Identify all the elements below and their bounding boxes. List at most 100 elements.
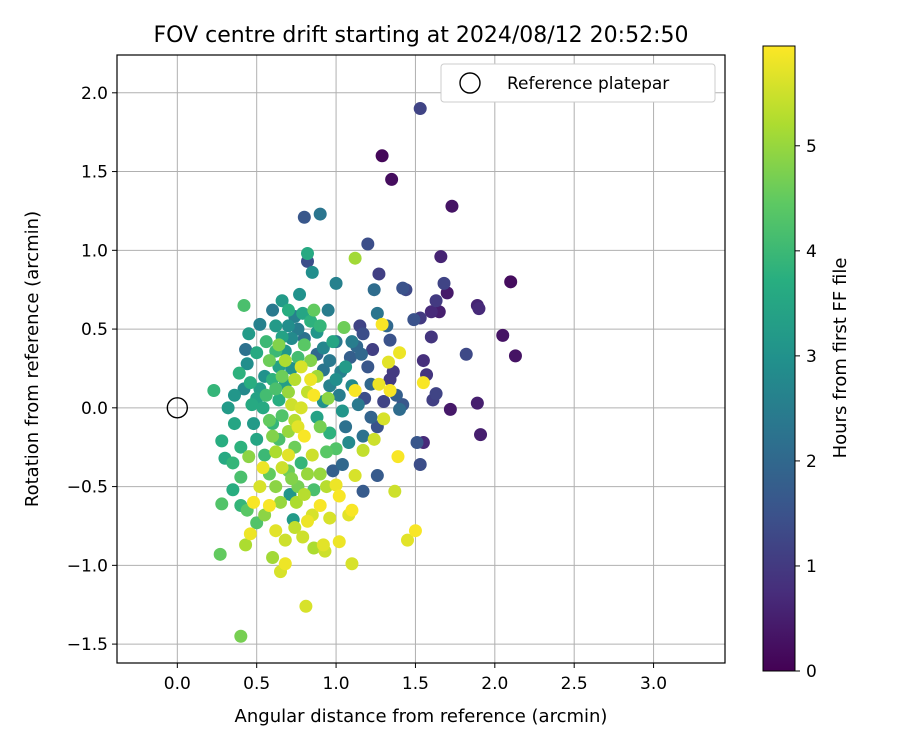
data-point bbox=[367, 283, 381, 297]
data-point bbox=[278, 557, 292, 571]
data-point bbox=[294, 360, 308, 374]
chart-title: FOV centre drift starting at 2024/08/12 … bbox=[154, 23, 689, 48]
data-point bbox=[345, 557, 359, 571]
data-point bbox=[385, 172, 399, 186]
data-point bbox=[250, 516, 264, 530]
data-point bbox=[297, 210, 311, 224]
data-point bbox=[472, 302, 486, 316]
data-point bbox=[304, 372, 318, 386]
data-point bbox=[300, 514, 314, 528]
data-point bbox=[381, 355, 395, 369]
colorbar-tick-label: 2 bbox=[806, 452, 817, 472]
data-point bbox=[281, 303, 295, 317]
data-point bbox=[375, 317, 389, 331]
data-point bbox=[370, 469, 384, 483]
data-point bbox=[232, 366, 246, 380]
y-ticks: −1.5 −1.0 −0.5 0.0 0.5 1.0 1.5 2.0 bbox=[67, 84, 117, 655]
data-point bbox=[247, 495, 261, 509]
data-point bbox=[383, 384, 397, 398]
data-point bbox=[272, 338, 286, 352]
reference-platepar-marker bbox=[166, 397, 189, 419]
data-point bbox=[348, 251, 362, 265]
grid bbox=[117, 55, 725, 663]
data-point bbox=[367, 432, 381, 446]
data-point bbox=[393, 402, 407, 416]
data-point bbox=[281, 385, 295, 399]
data-point bbox=[281, 319, 295, 333]
x-tick-label: 0.0 bbox=[164, 674, 191, 694]
data-point bbox=[364, 410, 378, 424]
data-point bbox=[474, 428, 488, 442]
data-point bbox=[240, 357, 254, 371]
data-point bbox=[226, 483, 240, 497]
data-point bbox=[410, 435, 424, 449]
data-point bbox=[335, 458, 349, 472]
data-point bbox=[408, 524, 422, 538]
data-point bbox=[262, 498, 276, 512]
data-point bbox=[234, 629, 248, 643]
data-point bbox=[289, 495, 303, 509]
data-point bbox=[424, 330, 438, 344]
x-tick-label: 1.5 bbox=[402, 674, 429, 694]
data-point bbox=[366, 343, 380, 357]
data-point bbox=[356, 484, 370, 498]
data-point bbox=[239, 538, 253, 552]
colorbar-ticks: 0 1 2 3 4 5 bbox=[795, 137, 817, 682]
data-point bbox=[416, 354, 430, 368]
x-tick-label: 1.0 bbox=[323, 674, 350, 694]
data-point bbox=[316, 538, 330, 552]
data-point bbox=[275, 294, 289, 308]
data-point bbox=[372, 377, 386, 391]
data-point bbox=[372, 267, 386, 281]
data-point bbox=[272, 393, 286, 407]
data-point bbox=[345, 503, 359, 517]
data-point bbox=[247, 417, 261, 431]
data-point bbox=[313, 420, 327, 434]
data-point bbox=[391, 450, 405, 464]
data-point bbox=[215, 497, 229, 511]
data-point bbox=[305, 265, 319, 279]
data-point bbox=[305, 448, 319, 462]
x-ticks: 0.0 0.5 1.0 1.5 2.0 2.5 3.0 bbox=[164, 663, 667, 694]
plot-frame bbox=[116, 54, 726, 664]
data-point bbox=[396, 281, 410, 295]
data-point bbox=[227, 417, 241, 431]
data-point bbox=[297, 429, 311, 443]
data-point bbox=[274, 495, 288, 509]
data-point bbox=[504, 275, 518, 289]
colorbar-tick-label: 0 bbox=[806, 662, 817, 682]
data-point bbox=[424, 305, 438, 319]
x-axis-label: Angular distance from reference (arcmin) bbox=[235, 706, 608, 727]
data-point bbox=[354, 347, 368, 361]
data-point bbox=[437, 276, 451, 290]
data-point bbox=[445, 199, 459, 213]
data-point bbox=[323, 511, 337, 525]
data-point bbox=[361, 360, 375, 374]
data-point bbox=[370, 306, 384, 320]
data-point bbox=[256, 461, 270, 475]
data-point bbox=[375, 149, 389, 163]
data-point bbox=[269, 445, 283, 459]
data-point bbox=[348, 384, 362, 398]
data-point bbox=[221, 401, 235, 415]
data-point bbox=[321, 391, 335, 405]
data-point bbox=[339, 360, 353, 374]
colorbar-gradient bbox=[762, 45, 796, 672]
data-point bbox=[351, 398, 365, 412]
data-point bbox=[313, 498, 327, 512]
data-point bbox=[285, 472, 299, 486]
data-point bbox=[326, 464, 340, 478]
colorbar: 0 1 2 3 4 5 Hours from first FF file bbox=[762, 45, 851, 682]
data-point bbox=[416, 376, 430, 390]
data-point bbox=[459, 347, 473, 361]
data-point bbox=[291, 420, 305, 434]
data-point bbox=[297, 487, 311, 501]
data-point bbox=[269, 480, 283, 494]
data-point bbox=[250, 432, 264, 446]
x-tick-label: 3.0 bbox=[640, 674, 667, 694]
data-point bbox=[269, 382, 283, 396]
data-point bbox=[307, 388, 321, 402]
colorbar-tick-label: 5 bbox=[806, 137, 817, 157]
data-point bbox=[266, 303, 280, 317]
data-point bbox=[304, 354, 318, 368]
